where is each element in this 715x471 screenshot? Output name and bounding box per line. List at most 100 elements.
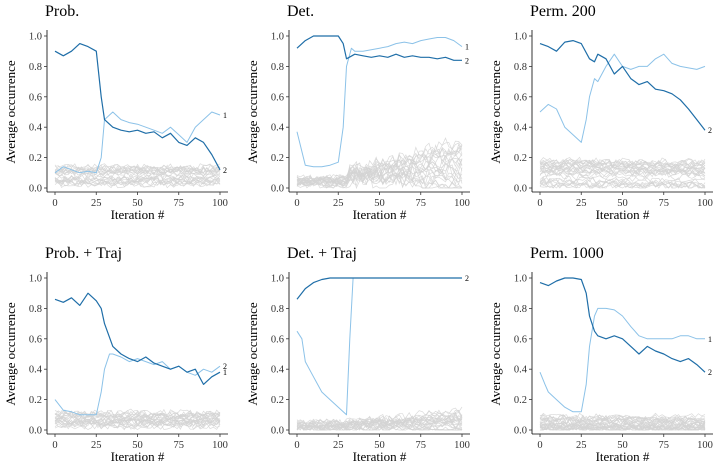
series-line-light xyxy=(296,37,463,168)
series-line-dark xyxy=(539,39,706,131)
y-tick-label: 0.0 xyxy=(271,184,284,195)
background-trace xyxy=(296,137,463,183)
background-trace xyxy=(539,162,706,171)
y-tick-label: 0.6 xyxy=(29,92,42,103)
background-trace xyxy=(539,159,706,168)
y-tick-label: 1.0 xyxy=(514,32,527,43)
y-tick-label: 0.4 xyxy=(271,365,285,376)
background-trace xyxy=(54,408,221,418)
y-tick-label: 0.8 xyxy=(514,62,527,73)
series-end-label: 1 xyxy=(223,111,227,120)
background-trace xyxy=(54,421,221,430)
x-axis-label: Iteration # xyxy=(111,449,165,464)
panel-5: Det. + Traj 2 0 25 50 75 100 0.0 0.2 0.4 0.6 0.8 1.0… xyxy=(245,245,470,464)
y-tick-label: 1.0 xyxy=(29,274,42,285)
background-trace xyxy=(539,181,706,189)
y-tick-label: 0.0 xyxy=(514,184,527,195)
x-tick-label: 100 xyxy=(212,198,228,209)
x-tick-label: 75 xyxy=(416,440,427,451)
panel-title: Det. + Traj xyxy=(287,245,357,262)
x-tick-label: 25 xyxy=(333,198,344,209)
background-trace xyxy=(54,172,221,182)
x-tick-label: 50 xyxy=(374,198,385,209)
y-tick-label: 0.6 xyxy=(271,334,284,345)
background-trace xyxy=(296,425,462,431)
series-line-dark xyxy=(296,35,462,61)
x-tick-label: 75 xyxy=(659,198,670,209)
y-tick-label: 1.0 xyxy=(29,32,42,43)
y-tick-label: 0.4 xyxy=(514,123,528,134)
series-line-light xyxy=(54,353,221,416)
x-tick-label: 50 xyxy=(617,198,628,209)
x-tick-label: 100 xyxy=(454,198,470,209)
y-tick-label: 0.4 xyxy=(29,123,43,134)
y-tick-label: 0.2 xyxy=(514,153,527,164)
series-end-label: 1 xyxy=(465,43,469,52)
panel-title: Prob. + Traj xyxy=(45,245,122,262)
background-trace xyxy=(296,170,462,190)
x-axis-label: Iteration # xyxy=(353,207,407,222)
y-tick-label: 0.0 xyxy=(29,184,42,195)
y-tick-label: 0.6 xyxy=(271,92,284,103)
y-axis-label: Average occurrence xyxy=(3,60,18,164)
y-axis-label: Average occurrence xyxy=(3,302,18,406)
background-trace xyxy=(539,156,706,167)
series-line-dark xyxy=(54,42,221,171)
panel-4: Prob. + Traj 21 0 25 50 75 100 0.0 0.2 0.4 0.6 0.8 1… xyxy=(3,245,228,464)
background-trace xyxy=(296,420,463,431)
series-line-light xyxy=(539,307,705,413)
background-trace xyxy=(54,413,221,422)
y-tick-label: 0.8 xyxy=(271,304,284,315)
x-tick-label: 75 xyxy=(174,440,185,451)
x-tick-label: 0 xyxy=(537,198,542,209)
y-tick-label: 1.0 xyxy=(514,274,527,285)
background-trace xyxy=(539,178,706,189)
background-trace xyxy=(539,179,706,189)
series-line-light xyxy=(539,53,706,143)
x-tick-label: 75 xyxy=(416,198,427,209)
x-tick-label: 0 xyxy=(294,440,299,451)
background-trace xyxy=(539,418,706,427)
background-trace xyxy=(296,409,463,428)
y-tick-label: 0.6 xyxy=(514,92,527,103)
series-end-label: 2 xyxy=(223,166,227,175)
series-end-label: 2 xyxy=(708,126,712,135)
x-axis-label: Iteration # xyxy=(596,449,650,464)
series-line-light xyxy=(296,277,462,416)
y-tick-label: 0.8 xyxy=(29,304,42,315)
y-tick-label: 0.4 xyxy=(514,365,528,376)
background-trace xyxy=(539,157,706,169)
x-axis-label: Iteration # xyxy=(111,207,165,222)
background-trace xyxy=(539,412,706,421)
y-tick-label: 0.8 xyxy=(29,62,42,73)
y-axis-label: Average occurrence xyxy=(488,302,503,406)
series-line-dark xyxy=(539,277,706,373)
background-traces xyxy=(296,406,463,431)
y-axis-label: Average occurrence xyxy=(245,60,260,164)
panel-3: Perm. 200 2 0 25 50 75 100 0.0 0.2 0.4 0.6 0.8 1.0 It… xyxy=(488,3,713,222)
background-trace xyxy=(54,175,221,184)
background-trace xyxy=(296,416,463,428)
background-trace xyxy=(539,420,706,430)
panel-title: Perm. 1000 xyxy=(530,245,604,262)
x-tick-label: 0 xyxy=(52,198,57,209)
x-tick-label: 25 xyxy=(576,440,587,451)
x-tick-label: 100 xyxy=(454,440,470,451)
y-tick-label: 0.8 xyxy=(271,62,284,73)
background-trace xyxy=(54,166,221,176)
series-end-label: 1 xyxy=(708,335,712,344)
x-tick-label: 75 xyxy=(174,198,185,209)
y-tick-label: 0.2 xyxy=(271,395,284,406)
panel-1: Prob. 1 2 0 25 50 75 100 0.0 0.2 0.4 0.6 0.8 1.0 Itera… xyxy=(3,3,228,222)
panel-6: Perm. 1000 1 2 0 25 50 75 100 0.0 0.2 0.4 0.6 0.8 1.0… xyxy=(488,245,713,464)
background-trace xyxy=(540,426,706,431)
background-trace xyxy=(539,164,706,173)
background-trace xyxy=(54,416,221,425)
y-tick-label: 0.2 xyxy=(514,395,527,406)
background-trace xyxy=(296,146,463,184)
background-trace xyxy=(54,422,221,431)
background-trace xyxy=(539,415,706,424)
background-trace xyxy=(539,169,706,179)
y-tick-label: 1.0 xyxy=(271,274,284,285)
background-trace xyxy=(296,168,463,187)
